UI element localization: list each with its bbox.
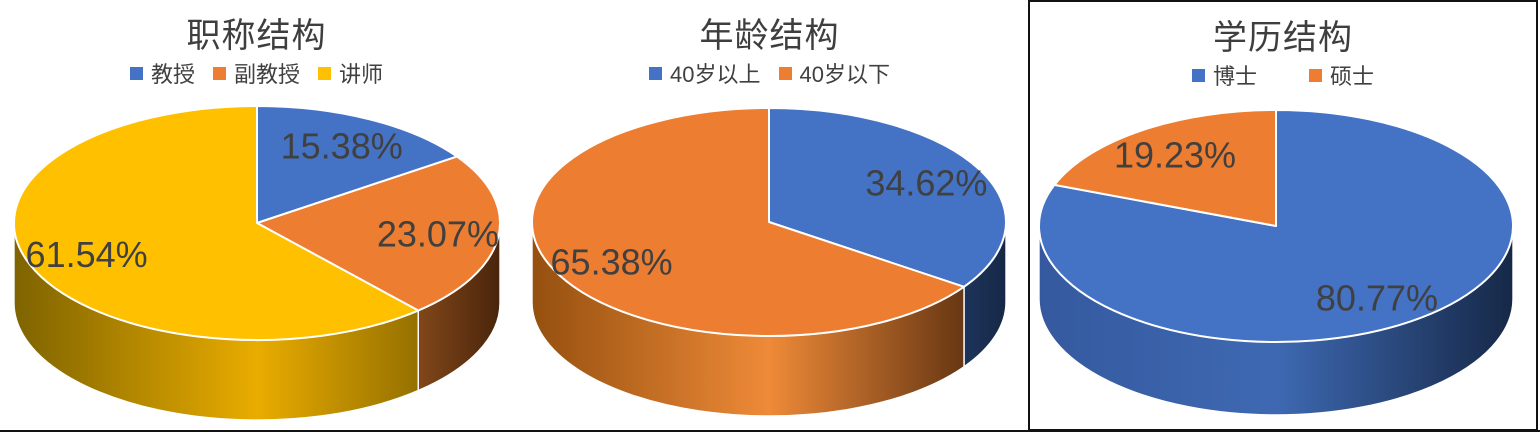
slice-percentage-label: 19.23% xyxy=(1114,134,1236,175)
chart-legend: 博士 硕士 xyxy=(1030,60,1536,90)
legend-item[interactable]: 讲师 xyxy=(318,57,383,89)
slice-percentage-label: 23.07% xyxy=(377,214,499,255)
legend-item[interactable]: 教授 xyxy=(129,57,195,89)
pie-slice[interactable] xyxy=(531,107,966,337)
legend-item[interactable]: 40岁以下 xyxy=(778,57,890,89)
legend-label: 40岁以上 xyxy=(670,62,761,87)
legend-label: 博士 xyxy=(1212,64,1257,89)
slice-percentage-label: 34.62% xyxy=(865,162,987,203)
slice-percentage-label: 61.54% xyxy=(26,234,148,275)
chart-title: 学历结构 xyxy=(1213,19,1353,57)
legend-item[interactable]: 40岁以上 xyxy=(649,57,761,89)
legend-swatch-icon xyxy=(649,66,663,80)
legend-label: 副教授 xyxy=(233,62,300,87)
legend-label: 教授 xyxy=(150,62,195,87)
chart-title: 年龄结构 xyxy=(699,17,840,55)
age-structure-chart[interactable]: 年龄结构 40岁以上 40岁以下 34.62% 65.38% xyxy=(513,0,1026,430)
education-structure-chart[interactable]: 学历结构 博士 硕士 80.77% 19.23% xyxy=(1030,2,1536,429)
legend-label: 40岁以下 xyxy=(799,62,890,87)
legend-item[interactable]: 硕士 xyxy=(1309,59,1374,91)
legend-item[interactable]: 副教授 xyxy=(212,57,300,89)
legend-swatch-icon xyxy=(1191,68,1205,82)
legend-label: 讲师 xyxy=(339,62,384,87)
pie-3d-canvas[interactable]: 80.77% 19.23% xyxy=(1030,2,1536,429)
legend-item[interactable]: 博士 xyxy=(1191,59,1257,91)
pie-3d-canvas[interactable]: 15.38% 23.07% 61.54% xyxy=(0,0,513,430)
pie-3d-canvas[interactable]: 34.62% 65.38% xyxy=(513,0,1026,430)
pie-slice[interactable] xyxy=(256,155,501,312)
legend-swatch-icon xyxy=(1309,68,1322,82)
pie-slice[interactable] xyxy=(1053,109,1277,227)
chart-legend: 40岁以上 40岁以下 xyxy=(513,58,1026,88)
slice-percentage-label: 15.38% xyxy=(281,125,403,166)
pie-slice[interactable] xyxy=(13,105,420,341)
job-title-structure-chart[interactable]: 职称结构 教授 副教授 讲师 15.38% 23.07% 61.54% xyxy=(0,0,513,430)
chart-title: 职称结构 xyxy=(186,17,327,55)
chart-frame-border: 学历结构 博士 硕士 80.77% 19.23% xyxy=(1028,0,1538,431)
legend-label: 硕士 xyxy=(1330,64,1375,89)
bottom-border-line xyxy=(0,430,1540,432)
chart-legend: 教授 副教授 讲师 xyxy=(0,58,513,88)
legend-swatch-icon xyxy=(318,66,331,80)
pie-slice[interactable] xyxy=(768,107,1007,288)
pie-slice[interactable] xyxy=(256,105,458,224)
legend-swatch-icon xyxy=(778,66,792,80)
legend-swatch-icon xyxy=(212,66,226,80)
slice-percentage-label: 80.77% xyxy=(1316,278,1438,319)
slice-percentage-label: 65.38% xyxy=(551,242,673,283)
legend-swatch-icon xyxy=(129,66,143,80)
